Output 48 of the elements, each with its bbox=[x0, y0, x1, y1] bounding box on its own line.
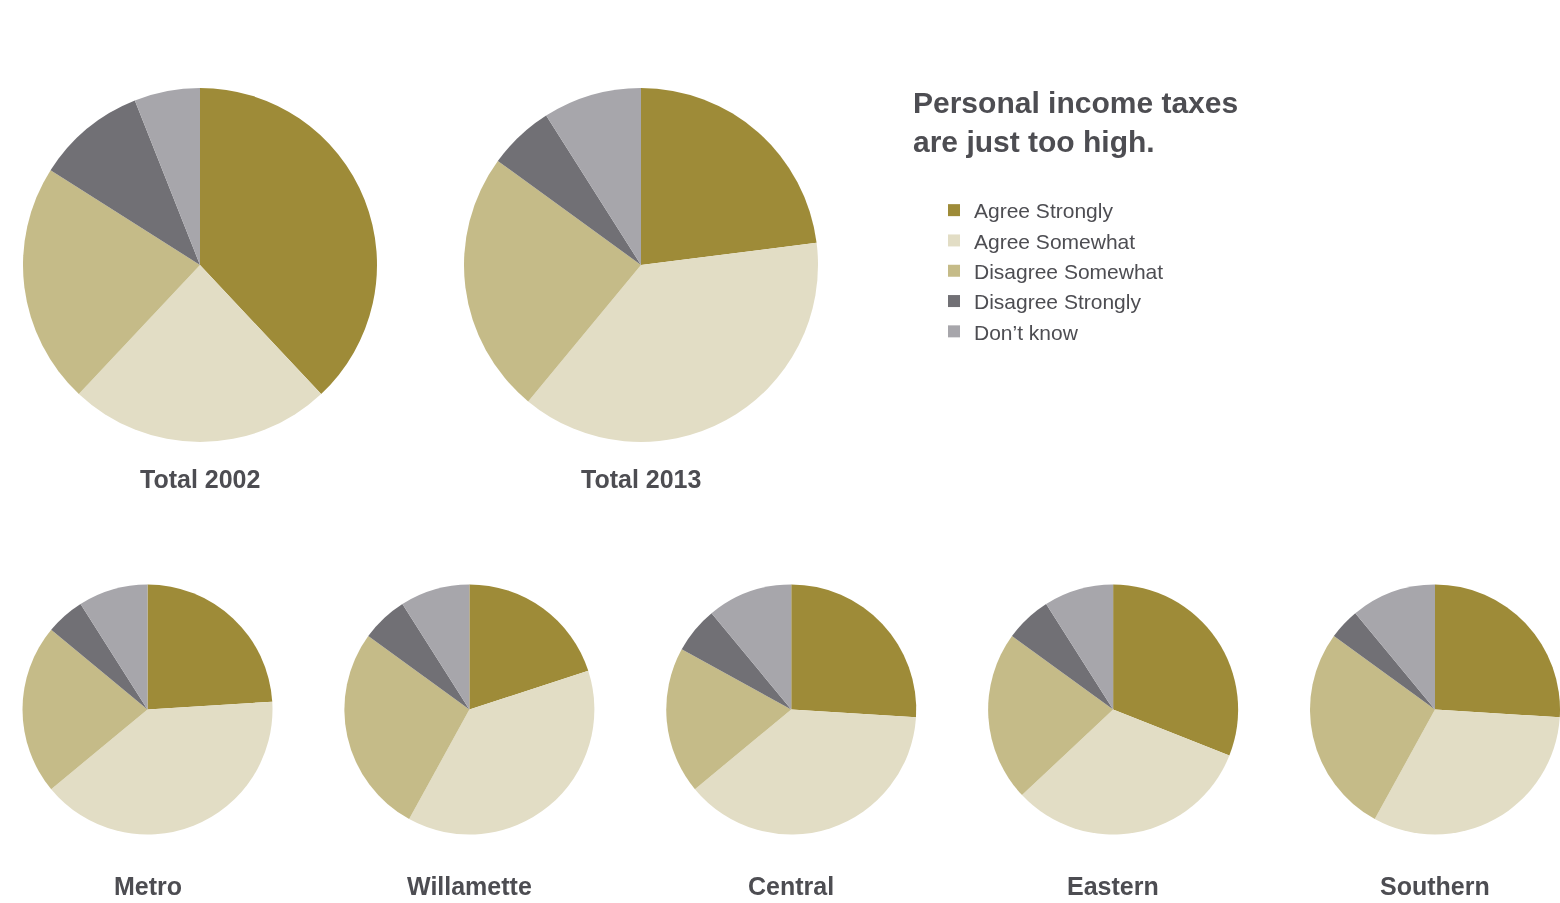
pie-slice bbox=[344, 636, 470, 820]
pie-slice bbox=[1046, 584, 1114, 710]
pie-slice bbox=[1113, 584, 1239, 756]
pie-slice bbox=[1333, 613, 1435, 710]
pie-slice bbox=[80, 584, 148, 710]
pie-slice bbox=[134, 88, 200, 265]
pie-slice bbox=[464, 160, 641, 402]
pie-slice bbox=[681, 613, 792, 710]
pie-slice bbox=[1012, 603, 1114, 710]
pie-slice bbox=[78, 265, 322, 442]
pie-slice bbox=[51, 603, 148, 710]
pie-slice bbox=[988, 636, 1114, 796]
pie-slice bbox=[711, 584, 792, 710]
pie-slice bbox=[1022, 709, 1230, 835]
pie-slice bbox=[1435, 584, 1560, 718]
text: Metro bbox=[114, 872, 183, 900]
pie-slice bbox=[368, 603, 470, 710]
text: Central bbox=[748, 872, 835, 900]
text: Southern bbox=[1380, 872, 1490, 900]
pie-slice bbox=[641, 88, 817, 265]
pie-slice bbox=[51, 701, 273, 835]
pie-slice bbox=[546, 88, 641, 265]
pie-slice bbox=[497, 115, 641, 265]
legend-label: Agree Somewhat bbox=[974, 229, 1136, 253]
pie-slice bbox=[469, 584, 589, 710]
pie-slice bbox=[147, 584, 273, 710]
pie-slice bbox=[1310, 636, 1435, 820]
pie-slice bbox=[666, 649, 792, 790]
pie-slice bbox=[409, 670, 595, 835]
pie-slice bbox=[791, 584, 916, 718]
text: Eastern bbox=[1067, 872, 1159, 900]
legend-label: Agree Strongly bbox=[974, 199, 1114, 223]
pie-slice bbox=[1355, 584, 1435, 710]
pie-slice bbox=[23, 170, 200, 395]
pie-slice bbox=[528, 242, 818, 442]
pie-slice bbox=[50, 100, 200, 265]
text: Total 2002 bbox=[140, 465, 261, 493]
text: Willamette bbox=[407, 872, 532, 900]
pie-slice bbox=[1374, 709, 1560, 835]
legend-label: Disagree Somewhat bbox=[974, 259, 1164, 283]
legend-label: Don’t know bbox=[974, 320, 1079, 344]
legend-label: Disagree Strongly bbox=[974, 290, 1142, 314]
text: Personal income taxes are just too high. bbox=[913, 86, 1239, 158]
text: Total 2013 bbox=[581, 465, 702, 493]
pie-slice bbox=[22, 629, 148, 790]
pie-slice bbox=[200, 88, 377, 395]
pie-slice bbox=[402, 584, 470, 710]
pie-slice bbox=[694, 709, 916, 835]
